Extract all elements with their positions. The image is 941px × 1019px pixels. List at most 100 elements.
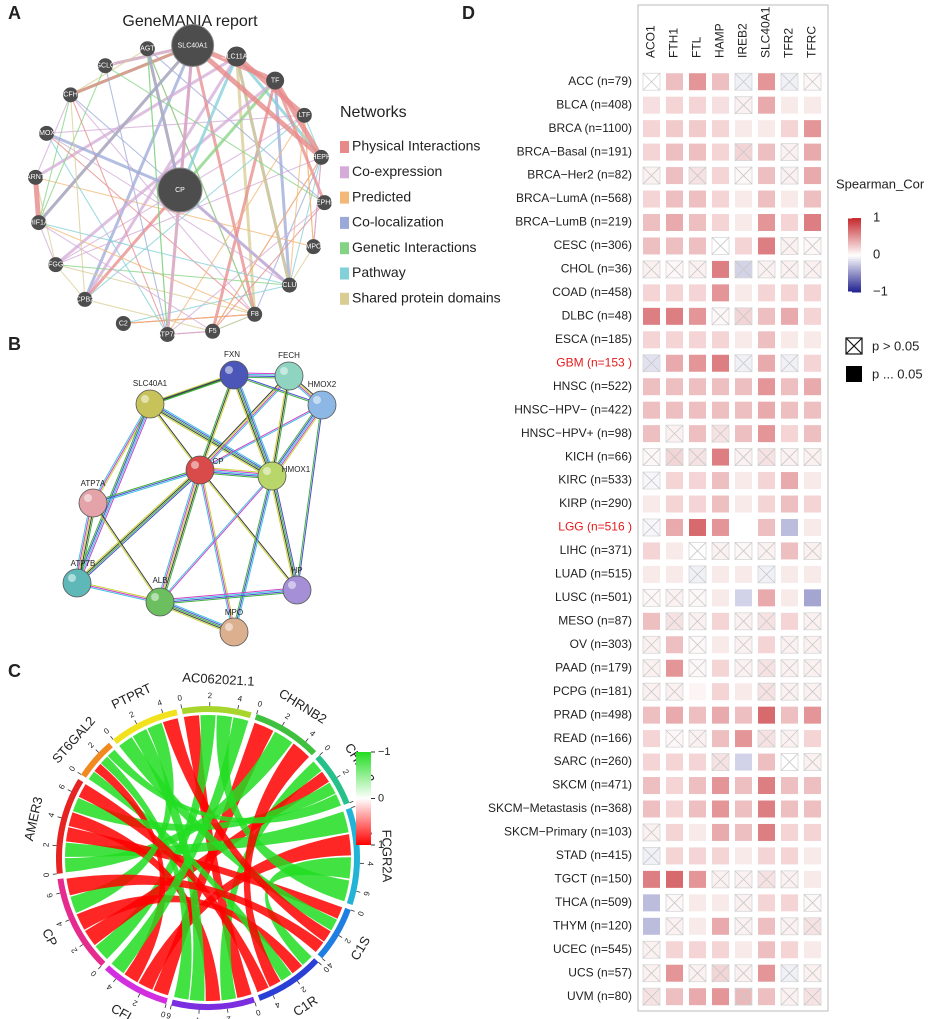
gene-node <box>281 277 297 293</box>
protein-label: HMOX1 <box>282 465 311 474</box>
legend-label: p > 0.05 <box>872 338 919 353</box>
row-label: MESO (n=87) <box>558 613 632 627</box>
heatmap-cell <box>781 307 798 325</box>
heatmap-cell <box>666 96 683 114</box>
heatmap-cell <box>781 331 798 349</box>
heatmap-cell <box>666 331 683 349</box>
cell-cross <box>665 424 684 443</box>
heatmap-cell <box>689 120 706 138</box>
gene-node <box>63 87 79 103</box>
cell-cross <box>665 894 684 912</box>
sector-tick-label: 0 <box>256 699 264 709</box>
column-label: TFRC <box>805 26 819 58</box>
legend-swatch <box>340 141 349 153</box>
heatmap-cell <box>781 706 798 724</box>
cell-cross <box>757 729 776 748</box>
heatmap-cell <box>689 941 706 959</box>
cell-cross <box>803 448 822 466</box>
legend-label: Predicted <box>352 188 411 204</box>
cell-cross <box>665 589 684 607</box>
heatmap-cell <box>689 800 706 818</box>
string-edge <box>74 403 149 583</box>
heatmap-cell <box>758 307 775 325</box>
cell-cross <box>711 542 730 560</box>
sector-tick <box>272 995 276 1000</box>
sector-tick <box>282 721 285 726</box>
gene-label: TF <box>271 77 280 84</box>
sector-tick-label: 6 <box>165 1011 172 1019</box>
sector-tick <box>161 708 164 714</box>
heatmap-cell <box>666 706 683 724</box>
gene-label: HEPH <box>312 154 331 161</box>
network-edge <box>46 132 290 286</box>
gene-node <box>77 291 93 307</box>
sector-tick <box>349 800 354 804</box>
sector-tick <box>180 704 182 709</box>
string-edge <box>75 403 150 583</box>
heatmap-cell <box>666 143 683 161</box>
cell-cross <box>665 612 684 631</box>
heatmap-cell <box>735 120 752 138</box>
heatmap-cell <box>758 213 775 231</box>
heatmap-cell <box>804 167 821 185</box>
heatmap-cell <box>689 988 706 1006</box>
heatmap-cell <box>804 354 821 372</box>
colorbar-segment <box>848 277 861 280</box>
protein-label: FECH <box>278 351 300 360</box>
string-edge <box>200 469 236 632</box>
heatmap-cell <box>781 941 798 959</box>
heatmap-cell <box>712 636 729 654</box>
heatmap-cell <box>666 777 683 795</box>
heatmap-cell <box>781 96 798 114</box>
heatmap-cell <box>666 378 683 396</box>
heatmap-cell <box>643 96 660 114</box>
sector-tick <box>319 751 323 756</box>
protein-label: HP <box>291 566 302 575</box>
column-label: SLC40A1 <box>759 6 773 58</box>
cell-cross <box>688 964 707 982</box>
network-edge <box>70 94 86 300</box>
cell-cross <box>780 964 799 982</box>
network-edge <box>46 132 256 315</box>
colorbar-segment <box>848 234 861 237</box>
string-edge <box>159 475 272 602</box>
colorbar-segment <box>848 243 861 247</box>
heatmap-cell <box>643 120 660 138</box>
string-edge <box>230 375 270 478</box>
cell-cross <box>665 917 684 936</box>
protein-highlight <box>288 581 296 589</box>
gene-node <box>48 257 64 273</box>
heatmap-cell <box>758 941 775 959</box>
heatmap-cell <box>643 143 660 161</box>
row-label: SKCM (n=471) <box>552 778 632 792</box>
string-edge <box>234 374 274 476</box>
cell-cross <box>734 260 753 279</box>
heatmap-cell <box>712 988 729 1006</box>
string-edge <box>200 469 298 590</box>
heatmap-cell <box>643 307 660 325</box>
cell-cross <box>688 542 707 560</box>
heatmap-cell <box>689 378 706 396</box>
network-edge <box>123 284 290 325</box>
row-label: BLCA (n=408) <box>556 97 632 111</box>
chord-link <box>162 718 331 942</box>
row-label: LUSC (n=501) <box>555 590 632 604</box>
heatmap-cell <box>735 847 752 865</box>
colorbar-tick-label: 0 <box>378 792 384 804</box>
network-edge <box>38 222 57 265</box>
heatmap-cell <box>689 917 706 935</box>
colorbar-label: Spearman_Cor <box>836 176 925 191</box>
string-edge <box>93 502 161 602</box>
sector-tick <box>65 919 70 922</box>
heatmap-cell <box>666 237 683 255</box>
cell-cross <box>734 307 753 326</box>
heatmap-cell <box>804 284 821 302</box>
cell-cross <box>780 917 799 936</box>
string-edge <box>273 406 325 478</box>
heatmap-cell <box>689 401 706 419</box>
row-label: BRCA (n=1100) <box>549 121 633 135</box>
cell-cross <box>757 260 776 279</box>
heatmap-cell <box>712 589 729 607</box>
colorbar-segment <box>848 256 861 260</box>
cell-cross <box>780 166 799 185</box>
